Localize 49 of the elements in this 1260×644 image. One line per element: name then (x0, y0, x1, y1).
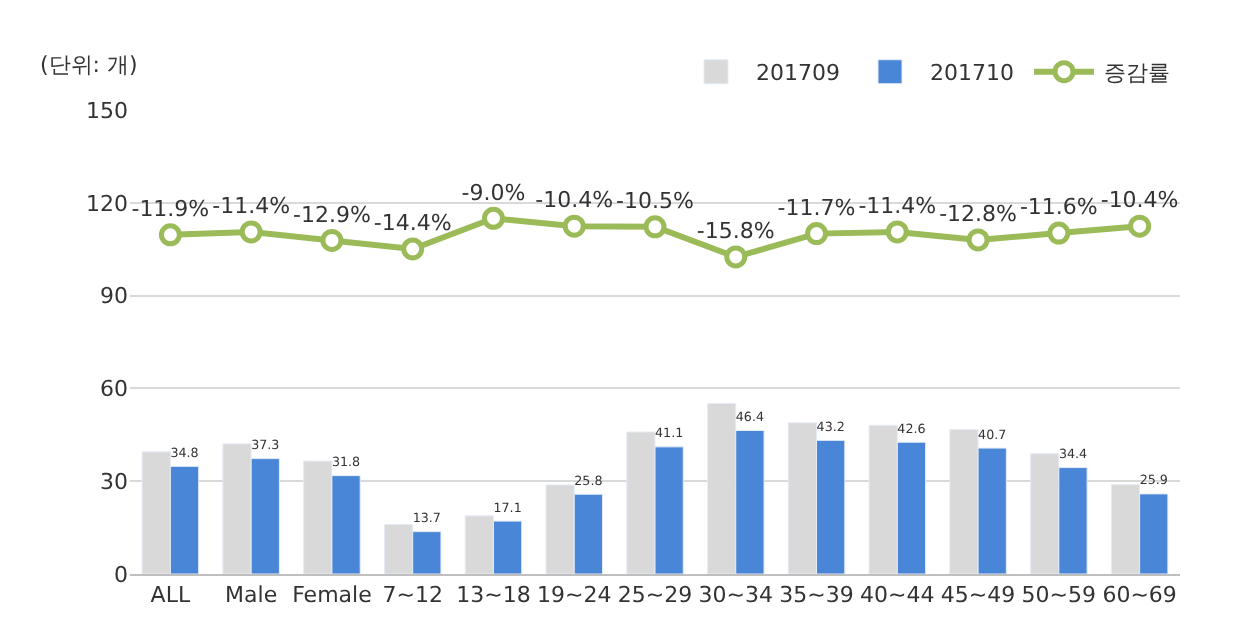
data-label: -15.8% (696, 218, 775, 245)
data-label: -10.4% (535, 187, 614, 214)
data-label: -9.0% (461, 179, 526, 206)
data-label: -11.4% (858, 193, 937, 220)
point (562, 214, 586, 238)
y-tick-label: 30 (100, 468, 128, 495)
data-label: -14.4% (373, 210, 452, 237)
point (401, 237, 425, 261)
legend-label: 증감률 (1104, 60, 1170, 87)
point (158, 223, 182, 247)
x-tick-label: 25~29 (617, 582, 693, 609)
data-label: -12.8% (939, 201, 1017, 228)
point (481, 206, 505, 230)
data-label: -12.9% (293, 201, 371, 228)
point (320, 228, 344, 252)
data-label: -10.4% (1100, 187, 1179, 214)
data-label: -10.5% (616, 188, 694, 215)
y-tick-label: 90 (100, 283, 128, 310)
legend-label: 201710 (930, 60, 1014, 87)
y-tick-label: 60 (100, 376, 128, 403)
point (1047, 221, 1071, 245)
y-tick-label: 0 (114, 561, 128, 588)
x-tick-label: ALL (150, 582, 192, 609)
point (239, 220, 263, 244)
x-tick-label: 40~44 (860, 582, 935, 609)
point (966, 228, 990, 252)
data-label: -11.6% (1019, 194, 1098, 221)
point (805, 222, 829, 246)
x-tick-label: 50~59 (1021, 582, 1097, 609)
x-tick-label: 45~49 (940, 582, 1016, 609)
point (724, 245, 748, 269)
x-tick-label: 60~69 (1102, 582, 1177, 609)
data-label: -11.7% (777, 194, 856, 221)
x-tick-label: 35~39 (779, 582, 854, 609)
x-tick-label: 30~34 (698, 582, 773, 609)
data-label: -11.4% (212, 193, 291, 220)
y-tick-label: 150 (86, 97, 128, 124)
x-tick-label: 19~24 (537, 582, 612, 609)
point (1128, 214, 1152, 238)
x-tick-label: Female (292, 582, 373, 609)
x-tick-label: 7~12 (382, 582, 443, 609)
legend-label: 201709 (756, 60, 840, 87)
y-axis-title: (단위: 개) (40, 52, 138, 78)
y-tick-label: 120 (86, 190, 128, 217)
data-label: -11.9% (131, 196, 210, 223)
x-tick-label: 13~18 (456, 582, 531, 609)
point (643, 215, 667, 239)
x-tick-label: Male (225, 582, 278, 609)
point (885, 220, 909, 244)
